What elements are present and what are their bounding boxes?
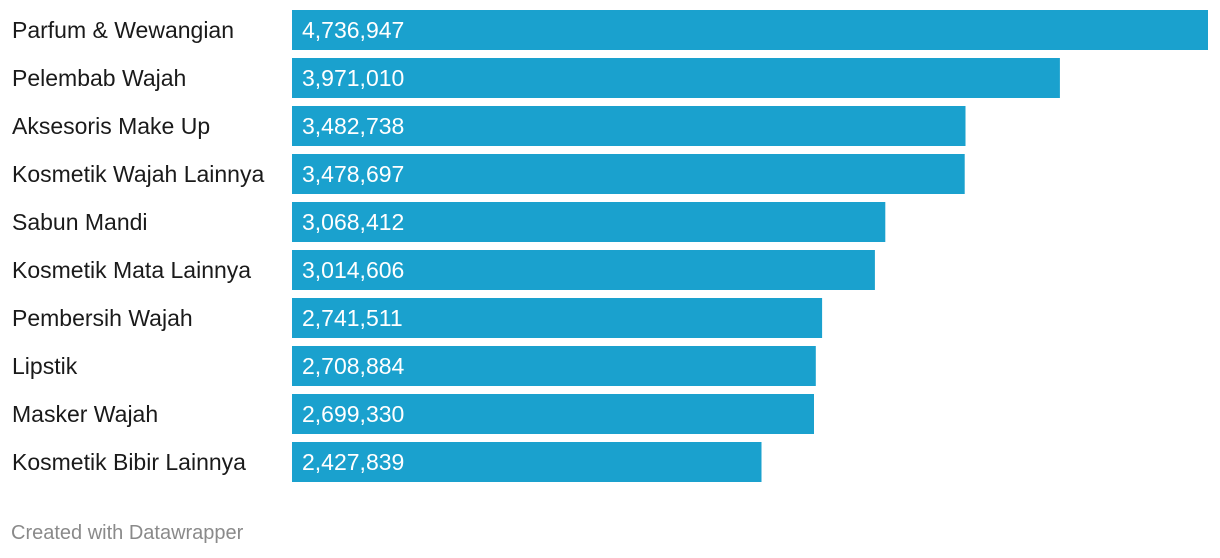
bar bbox=[292, 442, 762, 482]
category-label: Parfum & Wewangian bbox=[12, 17, 234, 43]
bar-chart: Parfum & Wewangian 4,736,947 Pelembab Waja… bbox=[12, 10, 1208, 482]
bar bbox=[292, 58, 1060, 98]
value-label: 4,736,947 bbox=[302, 17, 404, 43]
bar bbox=[292, 250, 875, 290]
category-label: Kosmetik Wajah Lainnya bbox=[12, 161, 264, 187]
bar-row: Masker Wajah 2,699,330 bbox=[12, 394, 814, 434]
bar bbox=[292, 10, 1208, 50]
bar bbox=[292, 394, 814, 434]
bar-row: Aksesoris Make Up 3,482,738 bbox=[12, 106, 966, 146]
bar bbox=[292, 202, 886, 242]
bar-row: Sabun Mandi 3,068,412 bbox=[12, 202, 886, 242]
bar-row: Kosmetik Mata Lainnya 3,014,606 bbox=[12, 250, 875, 290]
value-label: 3,014,606 bbox=[302, 257, 404, 283]
category-label: Pembersih Wajah bbox=[12, 305, 193, 331]
category-label: Kosmetik Mata Lainnya bbox=[12, 257, 251, 283]
category-label: Sabun Mandi bbox=[12, 209, 148, 235]
bar-row: Pelembab Wajah 3,971,010 bbox=[12, 58, 1060, 98]
value-label: 2,741,511 bbox=[302, 305, 403, 331]
value-label: 2,699,330 bbox=[302, 401, 404, 427]
bar bbox=[292, 154, 965, 194]
bar-row: Parfum & Wewangian 4,736,947 bbox=[12, 10, 1208, 50]
bar-row: Lipstik 2,708,884 bbox=[12, 346, 816, 386]
category-label: Kosmetik Bibir Lainnya bbox=[12, 449, 246, 475]
bar bbox=[292, 106, 966, 146]
datawrapper-credit[interactable]: Created with Datawrapper bbox=[11, 522, 244, 544]
category-label: Masker Wajah bbox=[12, 401, 158, 427]
value-label: 3,068,412 bbox=[302, 209, 404, 235]
category-label: Pelembab Wajah bbox=[12, 65, 186, 91]
category-label: Lipstik bbox=[12, 353, 78, 379]
bar-row: Pembersih Wajah 2,741,511 bbox=[12, 298, 823, 338]
value-label: 3,971,010 bbox=[302, 65, 404, 91]
value-label: 2,427,839 bbox=[302, 449, 404, 475]
value-label: 2,708,884 bbox=[302, 353, 405, 379]
bar bbox=[292, 298, 823, 338]
category-label: Aksesoris Make Up bbox=[12, 113, 210, 139]
value-label: 3,478,697 bbox=[302, 161, 404, 187]
bar bbox=[292, 346, 816, 386]
bar-row: Kosmetik Wajah Lainnya 3,478,697 bbox=[12, 154, 965, 194]
bar-row: Kosmetik Bibir Lainnya 2,427,839 bbox=[12, 442, 762, 482]
value-label: 3,482,738 bbox=[302, 113, 404, 139]
